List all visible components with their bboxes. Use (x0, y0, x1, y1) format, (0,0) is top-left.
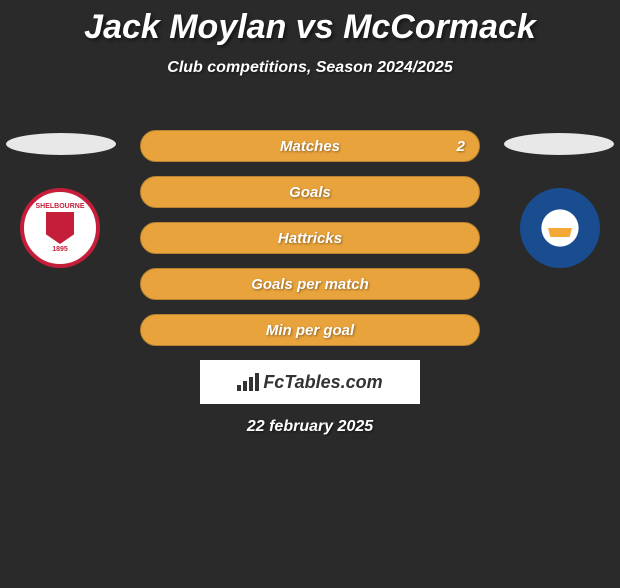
crest-right-ship-icon (548, 219, 572, 237)
club-crest-right (520, 188, 600, 268)
stat-row-hattricks: Hattricks (140, 222, 480, 254)
player-left-ellipse (6, 133, 116, 155)
stat-row-min-per-goal: Min per goal (140, 314, 480, 346)
crest-left-top-text: SHELBOURNE (35, 203, 84, 210)
stat-row-goals: Goals (140, 176, 480, 208)
player-right-ellipse (504, 133, 614, 155)
club-crest-left: SHELBOURNE 1895 (20, 188, 100, 268)
stat-row-matches: Matches 2 (140, 130, 480, 162)
stat-label: Goals per match (251, 276, 369, 293)
page-subtitle: Club competitions, Season 2024/2025 (0, 59, 620, 77)
date-text: 22 february 2025 (0, 418, 620, 436)
stat-label: Matches (280, 138, 340, 155)
stat-row-goals-per-match: Goals per match (140, 268, 480, 300)
logo-text: FcTables.com (263, 372, 382, 393)
stat-label: Goals (289, 184, 331, 201)
logo-bars-icon (237, 373, 259, 391)
crest-left-year: 1895 (52, 246, 68, 253)
crest-left-inner: SHELBOURNE 1895 (24, 192, 96, 264)
stat-value: 2 (457, 138, 465, 155)
logo-box: FcTables.com (200, 360, 420, 404)
crest-left-shield-icon (46, 212, 74, 244)
stat-label: Min per goal (266, 322, 354, 339)
page-title: Jack Moylan vs McCormack (0, 8, 620, 47)
stat-label: Hattricks (278, 230, 342, 247)
stats-container: Matches 2 Goals Hattricks Goals per matc… (140, 130, 480, 360)
crest-right-inner (523, 191, 597, 265)
